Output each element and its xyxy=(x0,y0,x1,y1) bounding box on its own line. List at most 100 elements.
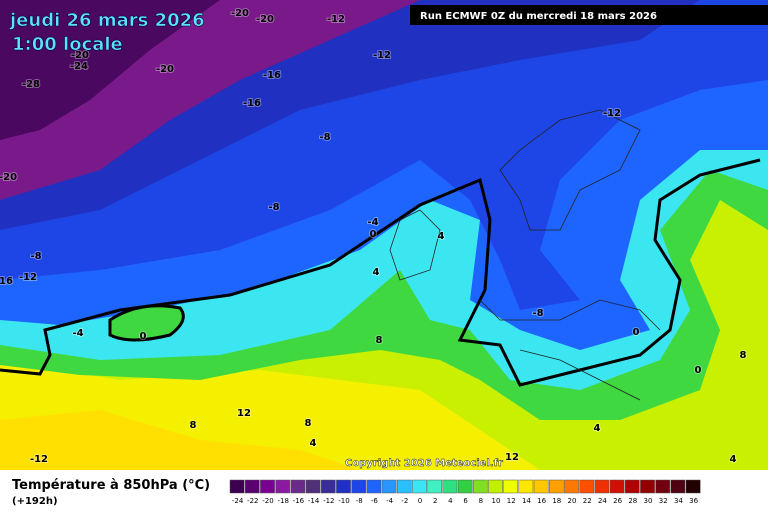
colorbar-tick-label: 6 xyxy=(463,497,468,505)
colorbar-swatch xyxy=(290,479,306,494)
colorbar-tick-label: -2 xyxy=(401,497,408,505)
warm-area xyxy=(0,410,360,470)
colorbar-tick-label: 20 xyxy=(568,497,577,505)
forecast-date: jeudi 26 mars 2026 xyxy=(9,10,205,31)
contour-label: -20 xyxy=(156,64,174,75)
extreme-cold-area xyxy=(0,0,220,140)
contour-label: 4 xyxy=(730,454,737,465)
colorbar-tick-label: 26 xyxy=(613,497,622,505)
colorbar-swatch xyxy=(685,479,701,494)
colorbar-tick-label: 30 xyxy=(644,497,653,505)
contour-label: 4 xyxy=(310,438,317,449)
colorbar-swatch xyxy=(655,479,671,494)
contour-label: -16 xyxy=(263,70,281,81)
colorbar-swatch xyxy=(533,479,549,494)
contour-label: 0 xyxy=(370,229,377,240)
contour-label: -12 xyxy=(19,272,37,283)
coastline xyxy=(389,109,661,401)
field-title: Température à 850hPa (°C) xyxy=(12,478,210,493)
colorbar-swatch xyxy=(488,479,503,494)
colorbar-tick-label: 34 xyxy=(674,497,683,505)
contour-label: -20 xyxy=(71,50,89,61)
colorbar-tick-label: 32 xyxy=(659,497,668,505)
contour-label: -8 xyxy=(319,132,330,143)
contour-label: 8 xyxy=(305,418,312,429)
contour-label: 0 xyxy=(140,331,147,342)
zero-isotherm xyxy=(0,158,761,387)
colorbar-swatch xyxy=(503,479,519,494)
colorbar-swatch xyxy=(609,479,625,494)
lead-time: (+192h) xyxy=(12,496,58,507)
contour-label: -8 xyxy=(532,308,543,319)
contour-label: -12 xyxy=(603,108,621,119)
colorbar-tick-label: -4 xyxy=(386,497,394,505)
contour-label: -20 xyxy=(256,14,274,25)
colorbar-swatch xyxy=(229,479,245,494)
colorbar-tick-label: 2 xyxy=(433,497,437,505)
contour-label: -12 xyxy=(373,50,391,61)
colorbar-tick-label: -8 xyxy=(356,497,363,505)
contour-label: 4 xyxy=(373,267,380,278)
contour-label: 4 xyxy=(594,423,601,434)
forecast-time: 1:00 locale xyxy=(12,34,123,55)
contour-label: 8 xyxy=(376,335,383,346)
colorbar-tick-label: -14 xyxy=(308,497,320,505)
colorbar-swatch xyxy=(244,479,260,494)
colorbar-tick-label: -20 xyxy=(262,497,273,505)
copyright: Copyright 2026 Meteociel.fr xyxy=(345,458,503,469)
contour-label: -8 xyxy=(268,202,279,213)
colorbar-swatch xyxy=(640,479,655,494)
mild-pocket xyxy=(110,305,184,340)
contour-label: 8 xyxy=(190,420,197,431)
contour-label: 12 xyxy=(505,452,519,463)
contour-label: -8 xyxy=(30,251,41,262)
colorbar-tick-label: 14 xyxy=(522,497,531,505)
contour-label: 0 xyxy=(695,365,702,376)
colorbar-swatch xyxy=(366,479,382,494)
colorbar-tick-label: -24 xyxy=(232,497,244,505)
colorbar-swatch xyxy=(260,479,275,494)
contour-label: 4 xyxy=(438,231,445,242)
colorbar-swatch xyxy=(351,479,367,494)
contour-label: -12 xyxy=(327,14,345,25)
zero-isotherm xyxy=(108,304,185,342)
contour-labels: -20-20 -12-20-24 -20-28-16-12-16-12-8-20-8… xyxy=(0,7,748,466)
colorbar-tick-label: 10 xyxy=(492,497,501,505)
colorbar-swatch xyxy=(305,479,321,494)
colorbar-swatch xyxy=(472,479,488,494)
run-info: Run ECMWF 0Z du mercredi 18 mars 2026 xyxy=(420,11,657,22)
contour-label: -4 xyxy=(72,328,83,339)
colorbar-tick-label: -22 xyxy=(247,497,258,505)
colorbar-tick-label: 22 xyxy=(583,497,592,505)
colorbar-swatch xyxy=(579,479,595,494)
colorbar-swatch xyxy=(548,479,564,494)
colorbar-swatch xyxy=(275,479,291,494)
colorbar-swatch xyxy=(670,479,686,494)
colorbar: -24 -22 -20 -18 -16 -14 -12 -10 -8 -6 -4 -2 0 2 4 6 8 10 1… xyxy=(229,479,701,505)
colorbar-tick-label: 0 xyxy=(418,497,422,505)
colorbar-swatch xyxy=(442,479,458,494)
colorbar-tick-label: -10 xyxy=(338,497,349,505)
contour-label: -4 xyxy=(367,217,378,228)
contour-label: -20 xyxy=(231,8,249,19)
contour-label: -12 xyxy=(30,454,48,465)
contour-label: 16 xyxy=(0,276,13,287)
colorbar-tick-label: 24 xyxy=(598,497,607,505)
colorbar-tick-label: -12 xyxy=(323,497,334,505)
colorbar-swatch xyxy=(336,479,351,494)
colorbar-swatch xyxy=(320,479,336,494)
colorbar-tick-label: -6 xyxy=(371,497,379,505)
contour-label: -28 xyxy=(22,79,40,90)
contour-label: 0 xyxy=(633,327,640,338)
contour-label: 12 xyxy=(237,408,251,419)
run-box xyxy=(410,5,768,25)
colorbar-tick-label: 18 xyxy=(552,497,561,505)
colorbar-swatch xyxy=(594,479,610,494)
colorbar-tick-label: 28 xyxy=(628,497,637,505)
colorbar-swatch xyxy=(624,479,640,494)
colorbar-swatch xyxy=(396,479,412,494)
contour-label: 8 xyxy=(740,350,747,361)
contour-label: -24 xyxy=(70,61,88,72)
colorbar-swatch xyxy=(427,479,443,494)
